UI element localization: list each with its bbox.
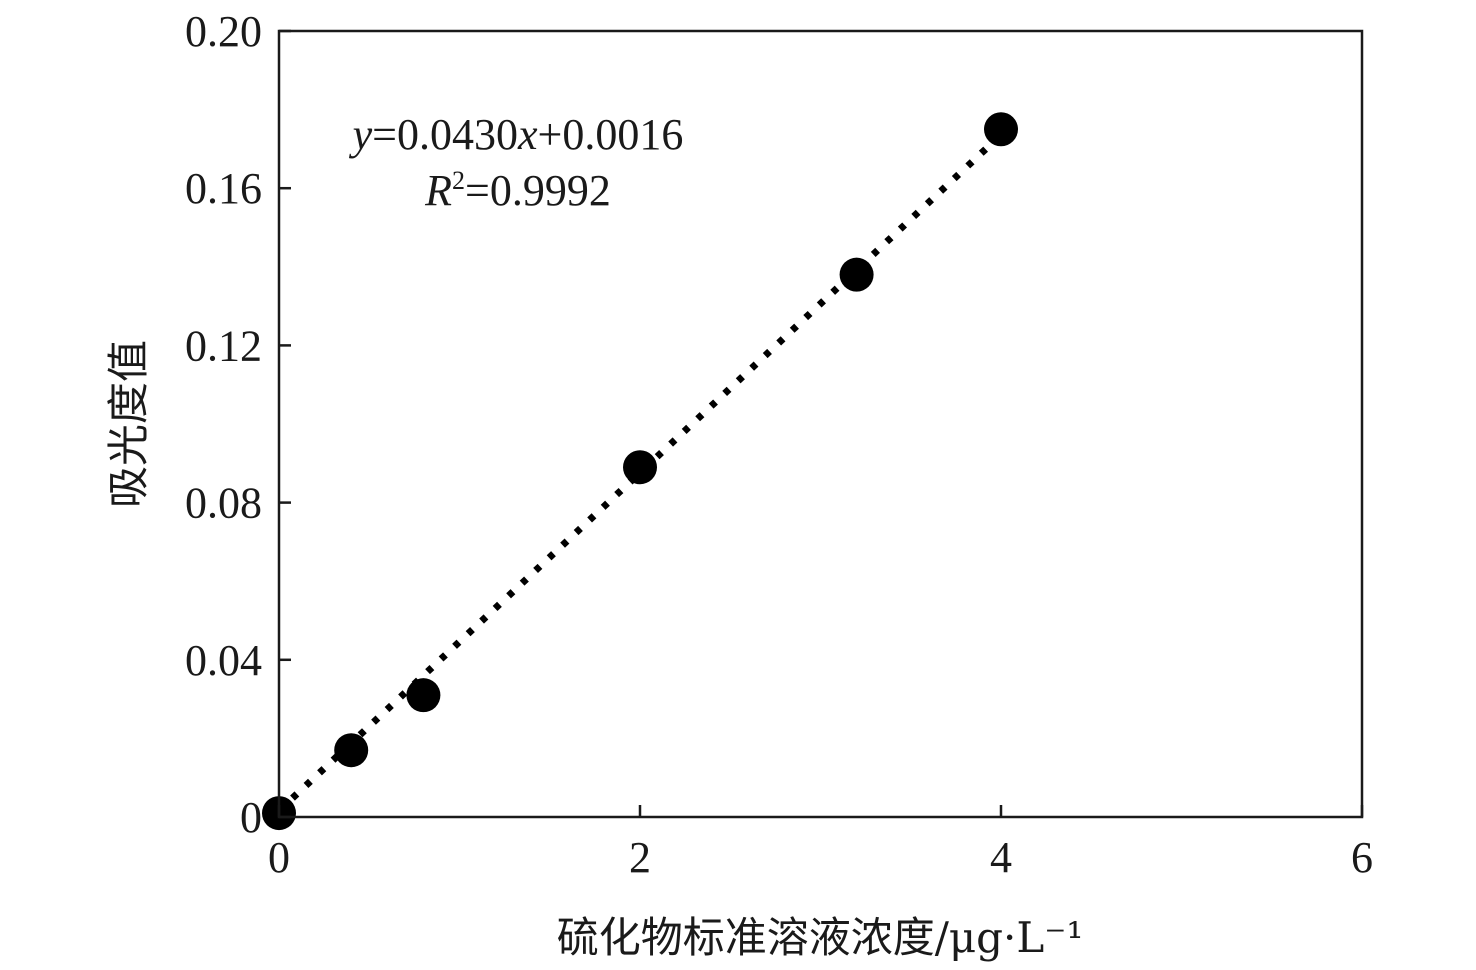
y-tick-label: 0 [240, 793, 262, 842]
data-point [334, 733, 369, 768]
x-axis-title: 硫化物标准溶液浓度/μg·L⁻¹ [557, 913, 1084, 962]
equation-intercept: +0.0016 [538, 110, 684, 159]
y-tick-label: 0.08 [185, 479, 262, 528]
x-axis-ticks: 0 2 4 6 [268, 805, 1373, 882]
data-points-group [262, 112, 1018, 831]
y-axis-ticks: 0 0.04 0.08 0.12 0.16 0.20 [185, 7, 291, 842]
equation-x-var: x [517, 110, 538, 159]
x-tick-label: 2 [629, 833, 651, 882]
plot-area-frame [277, 29, 1364, 819]
data-point [623, 450, 657, 485]
data-point [406, 678, 441, 713]
data-point [984, 112, 1018, 147]
x-tick-label: 4 [990, 833, 1012, 882]
data-point [839, 257, 874, 292]
x-tick-label: 6 [1351, 833, 1373, 882]
y-tick-label: 0.16 [185, 164, 262, 213]
y-tick-label: 0.04 [185, 636, 262, 685]
y-tick-label: 0.20 [185, 7, 262, 56]
equation-slope: =0.0430 [372, 110, 518, 159]
x-tick-label: 0 [268, 833, 290, 882]
y-axis-title: 吸光度值 [104, 340, 153, 508]
regression-equation: y=0.0430x+0.0016 [349, 110, 684, 159]
r-squared-label: R2=0.9992 [424, 166, 611, 215]
equation-y-var: y [349, 110, 373, 159]
y-tick-label: 0.12 [185, 321, 262, 370]
r-squared-symbol: R [424, 166, 452, 215]
r-squared-value: =0.9992 [465, 166, 611, 215]
r-squared-superscript: 2 [452, 166, 465, 195]
